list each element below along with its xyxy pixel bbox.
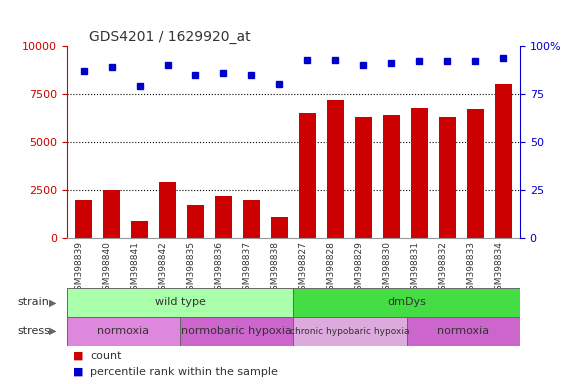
Bar — [293, 317, 407, 346]
Text: dmDys: dmDys — [388, 297, 426, 308]
Bar — [411, 108, 428, 238]
Text: strain: strain — [17, 297, 49, 308]
Text: normoxia: normoxia — [98, 326, 149, 336]
Text: normobaric hypoxia: normobaric hypoxia — [181, 326, 292, 336]
Bar — [383, 115, 400, 238]
Text: GDS4201 / 1629920_at: GDS4201 / 1629920_at — [89, 30, 251, 44]
Bar — [327, 100, 344, 238]
Bar — [243, 200, 260, 238]
Bar — [407, 317, 520, 346]
Bar — [180, 317, 293, 346]
Bar — [215, 196, 232, 238]
Bar — [355, 117, 372, 238]
Bar — [103, 190, 120, 238]
Bar — [271, 217, 288, 238]
Bar — [67, 317, 180, 346]
Text: count: count — [90, 351, 121, 361]
Bar — [67, 288, 293, 317]
Text: stress: stress — [17, 326, 51, 336]
Bar — [75, 200, 92, 238]
Bar — [293, 288, 520, 317]
Bar — [187, 205, 204, 238]
Bar — [467, 109, 483, 238]
Bar — [159, 182, 176, 238]
Text: wild type: wild type — [155, 297, 206, 308]
Text: normoxia: normoxia — [437, 326, 489, 336]
Text: ■: ■ — [73, 351, 83, 361]
Text: ▶: ▶ — [49, 326, 56, 336]
Bar — [131, 221, 148, 238]
Bar — [299, 113, 316, 238]
Text: percentile rank within the sample: percentile rank within the sample — [90, 366, 278, 377]
Bar — [439, 117, 456, 238]
Text: ▶: ▶ — [49, 297, 56, 308]
Bar — [495, 84, 512, 238]
Text: ■: ■ — [73, 366, 83, 377]
Text: chronic hypobaric hypoxia: chronic hypobaric hypoxia — [290, 327, 410, 336]
